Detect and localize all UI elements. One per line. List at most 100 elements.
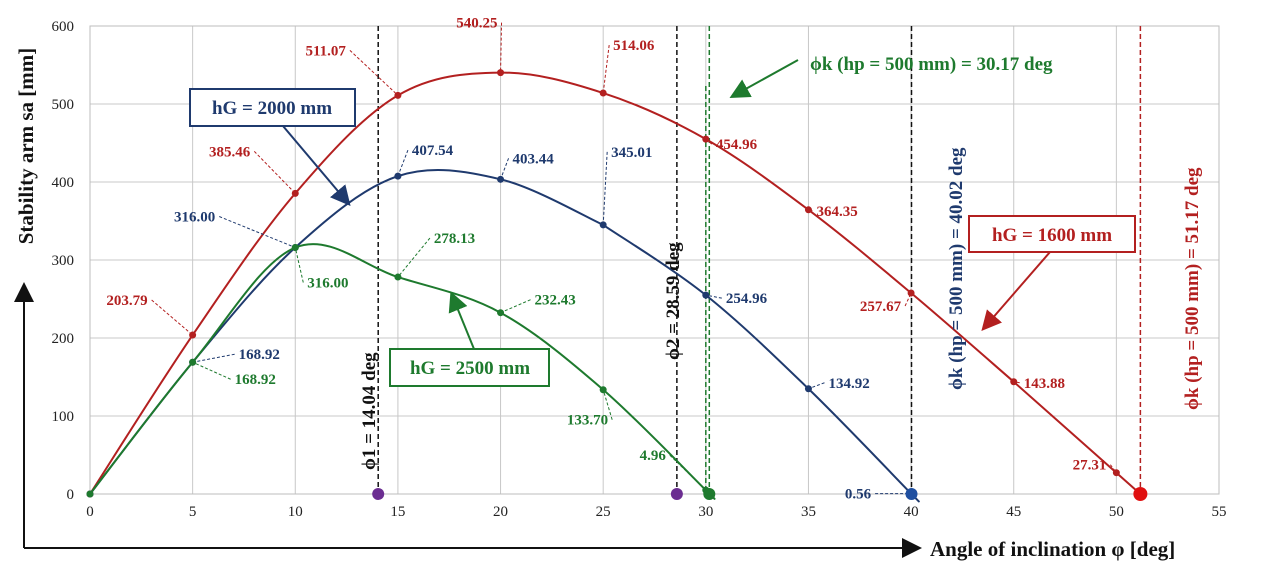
data-leader [151, 299, 193, 336]
label-leaders [151, 22, 1117, 495]
marker-label: ϕk (hp = 500 mm) = 51.17 deg [1182, 167, 1203, 410]
data-leader [219, 216, 296, 248]
data-leader [500, 158, 510, 180]
data-point [804, 206, 812, 214]
data-leader [500, 22, 503, 73]
data-label: 4.96 [640, 448, 667, 464]
marker-zero-dot [1133, 487, 1148, 501]
data-leader [669, 454, 707, 491]
series-line-2000-arc [89, 169, 604, 495]
data-point [86, 490, 94, 498]
data-label: 278.13 [434, 231, 475, 247]
annotation-hG-2000-text: hG = 2000 mm [212, 98, 332, 119]
data-point [394, 172, 402, 180]
annotation-phik-30-arrow [729, 59, 799, 98]
data-label: 364.35 [816, 204, 857, 220]
marker-zero-dot [670, 488, 683, 500]
data-leader [808, 382, 825, 390]
y-tick-label: 400 [52, 175, 75, 191]
data-point [702, 135, 710, 143]
data-label: 316.00 [307, 276, 348, 292]
data-label: 0.56 [845, 487, 872, 503]
annotation-hG-1600-text: hG = 1600 mm [992, 225, 1112, 246]
data-point [599, 221, 607, 229]
data-point [394, 91, 402, 99]
data-leader [500, 299, 531, 314]
marker-label: ϕ2 = 28.59 deg [663, 242, 684, 360]
y-tick-label: 100 [52, 409, 75, 425]
data-point [497, 175, 505, 183]
data-label: 133.70 [567, 413, 608, 429]
data-point [1112, 469, 1120, 477]
data-point [291, 189, 299, 197]
x-tick-label: 35 [801, 504, 816, 520]
annotation-hG-2500-text: hG = 2500 mm [410, 358, 530, 379]
data-leader [705, 294, 722, 299]
data-leader [397, 149, 409, 177]
data-point [907, 289, 915, 297]
data-label: 403.44 [513, 151, 555, 167]
data-leader [294, 247, 304, 283]
x-tick-label: 20 [493, 504, 508, 520]
data-label: 143.88 [1024, 376, 1065, 392]
grid-lines [89, 25, 1220, 495]
data-leader [192, 361, 231, 380]
data-point [599, 89, 607, 97]
data-point [804, 385, 812, 393]
data-point [1010, 378, 1018, 386]
data-leader [397, 237, 431, 278]
data-label: 134.92 [828, 376, 869, 392]
series-line-1600-tail [1013, 381, 1142, 495]
x-tick-label: 50 [1109, 504, 1124, 520]
data-label: 232.43 [535, 293, 576, 309]
data-point [291, 244, 299, 252]
data-leader [602, 44, 610, 94]
x-tick-label: 45 [1006, 504, 1021, 520]
series-line-1600-arc [89, 71, 1015, 495]
data-point [702, 291, 710, 299]
data-label: 407.54 [412, 143, 454, 159]
data-point [497, 69, 505, 77]
data-point [394, 273, 402, 281]
data-leader [349, 50, 399, 96]
data-label: 345.01 [611, 145, 652, 161]
data-label: 385.46 [209, 144, 251, 160]
marker-zero-dot [372, 488, 385, 500]
data-label: 454.96 [716, 137, 758, 153]
data-leader [253, 150, 296, 194]
data-leader [602, 389, 613, 420]
marker-label: ϕ1 = 14.04 deg [359, 352, 380, 470]
x-tick-label: 25 [596, 504, 611, 520]
data-label: 203.79 [106, 293, 147, 309]
annotation-hG-2000: hG = 2000 mm [189, 88, 356, 207]
data-leader [192, 353, 235, 363]
marker-label: ϕk (hp = 500 mm) = 40.02 deg [946, 147, 967, 390]
data-label: 257.67 [860, 299, 902, 315]
x-tick-label: 40 [904, 504, 919, 520]
x-tick-label: 55 [1212, 504, 1227, 520]
marker-label: ϕk (hp = 500 mm) = 30.17 deg [810, 54, 1053, 75]
y-axis-title: Stability arm sa [mm] [14, 48, 38, 245]
y-tick-label: 0 [67, 487, 75, 503]
data-points [86, 69, 1148, 501]
y-tick-label: 300 [52, 253, 75, 269]
x-tick-label: 15 [390, 504, 405, 520]
annotation-hG-1600: hG = 1600 mm [968, 215, 1136, 332]
data-leader [1109, 464, 1117, 473]
y-tick-label: 500 [52, 97, 75, 113]
data-point [599, 386, 607, 394]
data-point [189, 358, 197, 366]
data-label: 511.07 [305, 43, 346, 59]
data-labels: 203.79 385.46 511.07 540.25 514.06 454.96 364.… [106, 16, 1203, 503]
data-label: 540.25 [456, 16, 497, 32]
x-tick-label: 0 [86, 504, 94, 520]
data-point [497, 309, 505, 317]
plot-frame [89, 25, 1220, 495]
data-leader [602, 151, 608, 225]
annotation-hG-2500: hG = 2500 mm [389, 291, 550, 387]
x-tick-label: 10 [288, 504, 303, 520]
data-point [189, 331, 197, 339]
axis-ticks: 0 5 10 15 20 25 30 35 40 45 50 55 0 100 200 300 400 500 60… [52, 19, 1227, 520]
marker-zero-dot [905, 488, 918, 500]
